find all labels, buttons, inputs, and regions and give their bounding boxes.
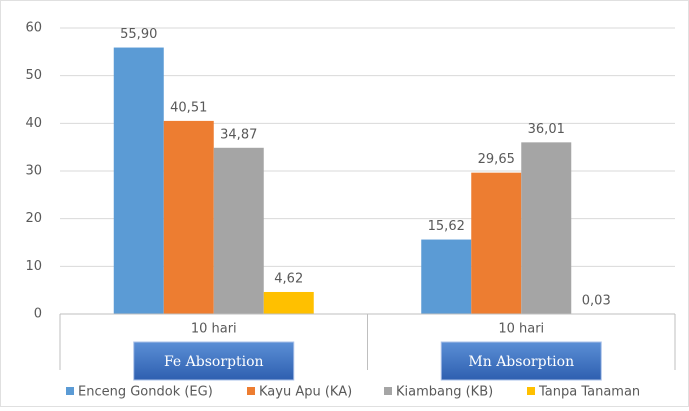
legend-swatch xyxy=(384,387,392,395)
data-label: 0,03 xyxy=(582,293,611,308)
legend-swatch xyxy=(66,387,74,395)
bar xyxy=(421,240,471,314)
data-label: 36,01 xyxy=(528,122,565,137)
y-tick-label: 50 xyxy=(25,68,42,83)
legend-label: Kiambang (KB) xyxy=(396,385,493,400)
y-tick-label: 0 xyxy=(34,307,42,322)
y-tick-label: 10 xyxy=(25,259,42,274)
data-label: 15,62 xyxy=(428,219,465,234)
bar xyxy=(214,148,264,314)
data-label: 4,62 xyxy=(274,271,303,286)
legend-swatch xyxy=(247,387,255,395)
y-tick-label: 20 xyxy=(25,211,42,226)
group-label: Mn Absorption xyxy=(468,354,574,370)
x-tick-label: 10 hari xyxy=(498,322,544,337)
bar xyxy=(471,173,521,314)
data-label: 29,65 xyxy=(478,152,515,167)
data-label: 55,90 xyxy=(120,27,157,42)
bar xyxy=(521,142,571,314)
legend-label: Kayu Apu (KA) xyxy=(259,385,352,400)
bar xyxy=(164,121,214,314)
legend-label: Enceng Gondok (EG) xyxy=(78,385,213,400)
y-tick-label: 30 xyxy=(25,164,42,179)
bar xyxy=(114,48,164,314)
x-tick-label: 10 hari xyxy=(191,322,237,337)
bar xyxy=(264,292,314,314)
legend-label: Tanpa Tanaman xyxy=(538,385,640,400)
group-label: Fe Absorption xyxy=(164,354,264,370)
legend-swatch xyxy=(527,387,535,395)
data-label: 40,51 xyxy=(170,100,207,115)
y-tick-label: 60 xyxy=(25,21,42,36)
y-tick-label: 40 xyxy=(25,116,42,131)
data-label: 34,87 xyxy=(220,127,257,142)
